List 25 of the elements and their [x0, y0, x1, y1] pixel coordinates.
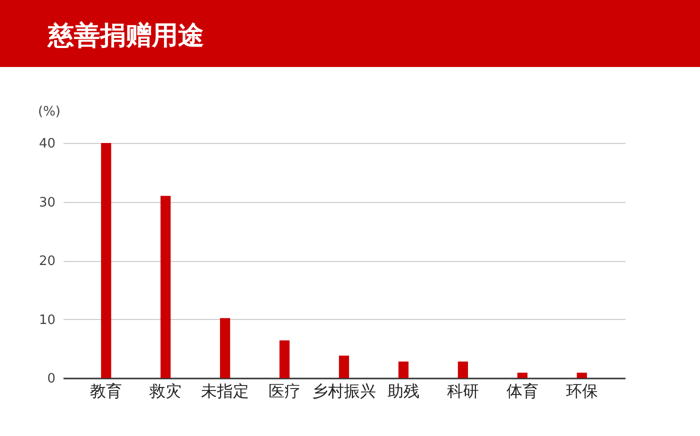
x-tick-label: 助残 [387, 382, 420, 400]
bar [101, 143, 112, 378]
y-tick-label: 20 [38, 254, 56, 269]
x-tick-label: 体育 [506, 382, 538, 400]
x-tick-label: 医疗 [268, 382, 301, 400]
bar [279, 340, 290, 378]
y-tick-label: 10 [38, 312, 56, 328]
bar [398, 362, 409, 378]
x-tick-label: 未指定 [201, 382, 250, 400]
chart-title: 慈善捐赠用途 [47, 21, 204, 51]
bar [338, 356, 350, 378]
bar [576, 372, 587, 378]
x-tick-label: 乡村振兴 [312, 382, 376, 400]
bar [458, 362, 468, 378]
y-tick-label: 30 [38, 195, 56, 210]
bar [160, 196, 171, 378]
bar [220, 318, 230, 378]
x-tick-label: 教育 [90, 382, 122, 400]
y-tick-label: 0 [47, 372, 56, 386]
x-tick-label: 环保 [566, 382, 598, 400]
y-axis-title: (%) [38, 104, 60, 120]
x-tick-label: 救灾 [148, 382, 182, 400]
bar [517, 372, 528, 378]
x-tick-label: 科研 [446, 382, 479, 400]
y-tick-label: 40 [38, 136, 56, 152]
